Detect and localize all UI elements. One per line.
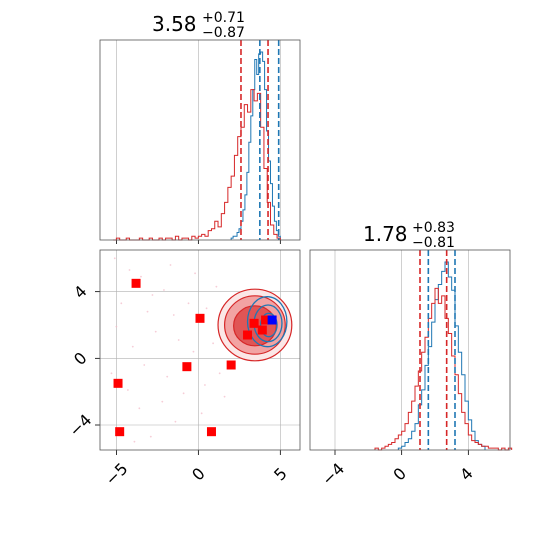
- joint-scatter-point-28: [110, 372, 113, 375]
- right-panel-title: 1.78 +0.83 −0.81: [363, 213, 461, 251]
- right-hist-series-1: [374, 287, 513, 451]
- joint-x-tick-label-0: −5: [101, 459, 131, 489]
- joint-red-marker-9: [257, 325, 267, 335]
- joint-red-marker-5: [115, 427, 125, 437]
- joint-red-marker-8: [243, 330, 253, 340]
- right-x-tick-label-1: 0: [389, 464, 410, 485]
- joint-scatter-point-14: [166, 375, 169, 378]
- joint-red-marker-10: [261, 315, 271, 325]
- right-panel-title-sup: +0.83: [412, 220, 455, 236]
- joint-scatter-point-13: [143, 364, 146, 366]
- joint-scatter-point-33: [169, 264, 172, 266]
- top-panel-title-sup: +0.71: [202, 10, 245, 26]
- joint-scatter-point-31: [149, 435, 152, 438]
- joint-red-marker-7: [249, 318, 259, 328]
- right-hist-series-0: [397, 261, 486, 450]
- right-panel-title-main: 1.78: [363, 222, 408, 246]
- joint-scatter-point-8: [187, 302, 190, 305]
- joint-scatter-point-17: [218, 372, 221, 375]
- joint-scatter-point-21: [138, 407, 141, 410]
- joint-scatter-point-1: [128, 269, 131, 271]
- joint-blue-marker: [267, 315, 277, 325]
- joint-scatter-point-5: [120, 302, 123, 305]
- joint-y-tick-label-0: 4: [70, 282, 91, 303]
- joint-scatter-point-24: [126, 389, 129, 391]
- right-histogram-panel: −4 0 4: [309, 249, 513, 489]
- joint-y-tick-label-1: 0: [70, 348, 91, 369]
- joint-red-marker-4: [226, 360, 236, 370]
- top-panel-title-sub: −0.87: [202, 25, 245, 41]
- joint-scatter-point-11: [177, 339, 180, 341]
- joint-scatter-point-19: [182, 392, 185, 395]
- joint-red-marker-6: [206, 427, 216, 437]
- joint-scatter-point-7: [172, 314, 175, 316]
- joint-scatter-point-29: [115, 325, 118, 328]
- top-panel-title-main: 3.58: [152, 12, 197, 36]
- joint-contour-panel: −5 0 5 4 0 −4: [65, 249, 301, 489]
- joint-red-marker-3: [182, 362, 192, 372]
- joint-red-marker-2: [113, 378, 123, 388]
- joint-scatter-point-32: [200, 412, 203, 415]
- joint-scatter-point-2: [140, 275, 142, 278]
- joint-scatter-point-26: [215, 285, 218, 288]
- joint-scatter-point-34: [133, 440, 136, 443]
- joint-scatter-point-9: [205, 307, 208, 310]
- right-x-tick-label-0: −4: [318, 459, 348, 489]
- joint-scatter-point-0: [113, 257, 116, 260]
- top-panel-frame: [99, 39, 301, 241]
- joint-scatter-point-6: [146, 310, 149, 313]
- joint-scatter-point-15: [192, 350, 195, 353]
- joint-scatter-point-16: [212, 342, 215, 345]
- joint-y-tick-label-2: −4: [65, 410, 95, 440]
- joint-panel-frame: [99, 249, 301, 451]
- joint-scatter-point-23: [223, 395, 226, 398]
- joint-scatter-point-12: [131, 345, 134, 348]
- joint-red-marker-1: [195, 313, 205, 323]
- right-panel-title-sub: −0.81: [412, 235, 455, 251]
- joint-scatter-point-3: [151, 294, 154, 296]
- joint-scatter-point-22: [174, 420, 177, 423]
- top-histogram-panel: [99, 39, 301, 244]
- top-panel-title: 3.58 +0.71 −0.87: [152, 3, 251, 41]
- right-x-tick-label-2: 4: [456, 464, 477, 485]
- joint-scatter-point-18: [161, 400, 164, 403]
- right-panel-frame: [309, 249, 511, 451]
- top-hist-series-1: [113, 89, 281, 241]
- joint-scatter-point-4: [163, 289, 165, 291]
- joint-x-tick-label-1: 0: [188, 464, 209, 485]
- joint-blue-contour-0: [246, 296, 288, 348]
- joint-x-tick-label-2: 5: [270, 464, 291, 485]
- joint-scatter-point-27: [194, 272, 196, 275]
- joint-scatter-point-10: [154, 330, 157, 333]
- joint-blue-contour-2: [260, 312, 278, 338]
- top-hist-series-0: [230, 51, 281, 240]
- joint-red-marker-0: [131, 278, 141, 288]
- joint-scatter-point-20: [204, 384, 206, 386]
